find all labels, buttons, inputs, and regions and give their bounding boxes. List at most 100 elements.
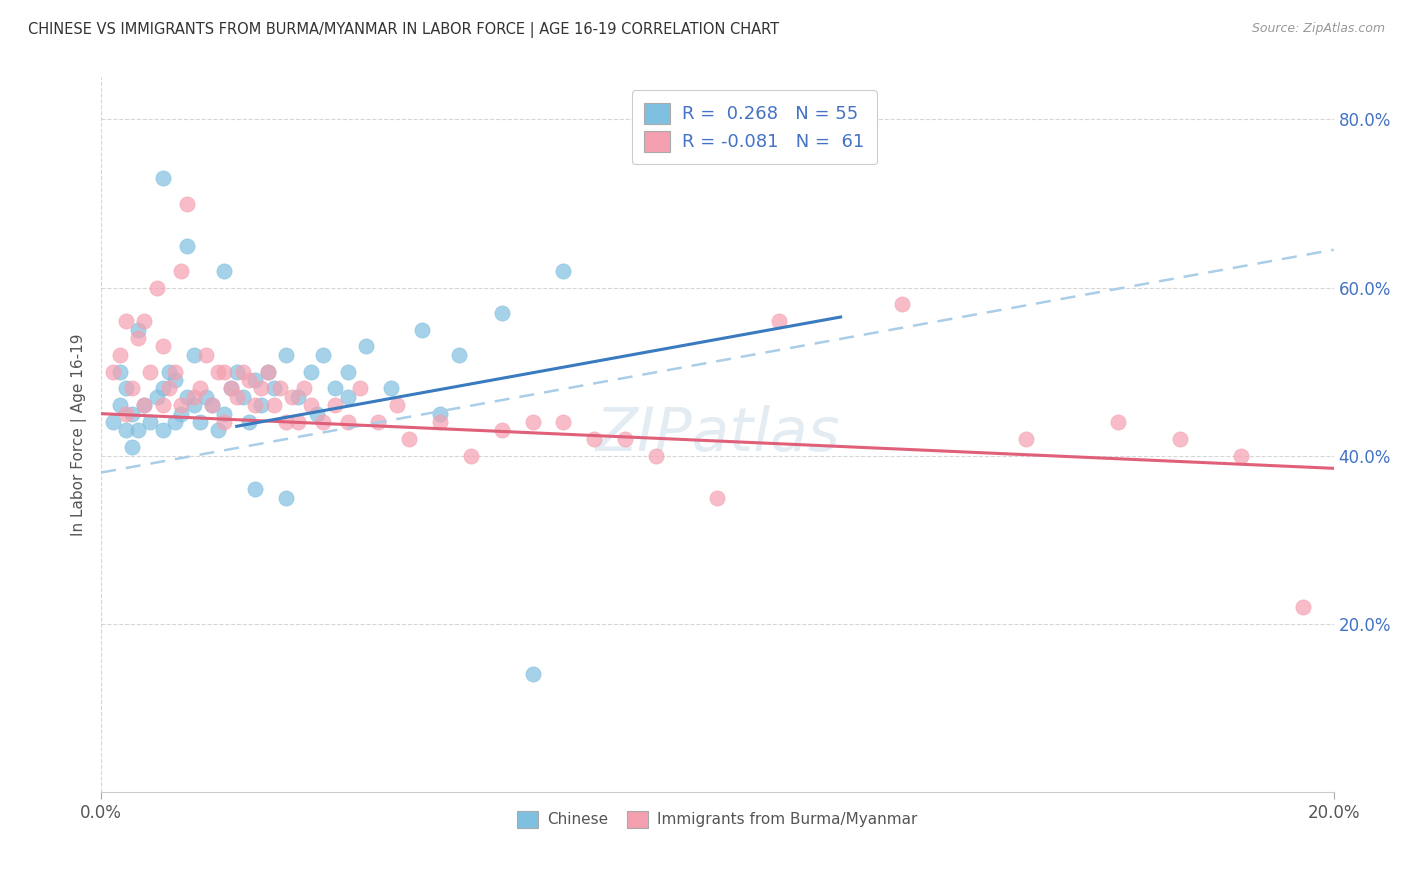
Point [127, 323, 149, 337]
Point [183, 390, 205, 404]
Point [336, 390, 359, 404]
Point [263, 382, 285, 396]
Point [349, 382, 371, 396]
Point [165, 415, 187, 429]
Point [232, 390, 254, 404]
Point [245, 373, 267, 387]
Point [121, 440, 143, 454]
Point [201, 398, 224, 412]
Text: CHINESE VS IMMIGRANTS FROM BURMA/MYANMAR IN LABOR FORCE | AGE 16-19 CORRELATION : CHINESE VS IMMIGRANTS FROM BURMA/MYANMAR… [28, 22, 779, 38]
Point [238, 373, 260, 387]
Point [613, 432, 636, 446]
Point [225, 365, 247, 379]
Point [152, 424, 174, 438]
Point [145, 390, 167, 404]
Point [214, 407, 236, 421]
Point [145, 280, 167, 294]
Point [312, 348, 335, 362]
Point [103, 365, 125, 379]
Point [176, 238, 198, 252]
Point [323, 382, 346, 396]
Point [207, 424, 229, 438]
Point [287, 390, 309, 404]
Point [152, 398, 174, 412]
Point [114, 314, 136, 328]
Point [219, 382, 242, 396]
Point [706, 491, 728, 505]
Point [219, 382, 242, 396]
Point [323, 398, 346, 412]
Point [188, 382, 211, 396]
Point [429, 407, 451, 421]
Point [170, 398, 193, 412]
Point [214, 264, 236, 278]
Point [165, 365, 187, 379]
Point [170, 407, 193, 421]
Point [121, 382, 143, 396]
Point [108, 348, 131, 362]
Point [114, 424, 136, 438]
Text: Source: ZipAtlas.com: Source: ZipAtlas.com [1251, 22, 1385, 36]
Point [429, 415, 451, 429]
Point [1014, 432, 1036, 446]
Point [269, 382, 291, 396]
Point [263, 398, 285, 412]
Point [281, 390, 304, 404]
Point [447, 348, 470, 362]
Point [134, 314, 156, 328]
Point [1168, 432, 1191, 446]
Point [245, 398, 267, 412]
Point [170, 264, 193, 278]
Point [644, 449, 666, 463]
Point [367, 415, 389, 429]
Point [127, 424, 149, 438]
Point [336, 365, 359, 379]
Point [256, 365, 278, 379]
Point [553, 264, 575, 278]
Point [139, 365, 162, 379]
Point [103, 415, 125, 429]
Point [188, 415, 211, 429]
Point [238, 415, 260, 429]
Point [114, 382, 136, 396]
Point [183, 348, 205, 362]
Point [274, 415, 297, 429]
Point [583, 432, 606, 446]
Point [312, 415, 335, 429]
Point [354, 339, 377, 353]
Point [245, 483, 267, 497]
Point [411, 323, 433, 337]
Point [274, 348, 297, 362]
Point [305, 407, 328, 421]
Point [1292, 600, 1315, 615]
Point [152, 339, 174, 353]
Point [176, 390, 198, 404]
Point [522, 667, 544, 681]
Point [768, 314, 790, 328]
Point [194, 348, 217, 362]
Point [299, 365, 322, 379]
Point [108, 398, 131, 412]
Point [176, 196, 198, 211]
Point [491, 306, 513, 320]
Point [232, 365, 254, 379]
Point [385, 398, 408, 412]
Point [256, 365, 278, 379]
Point [299, 398, 322, 412]
Point [152, 171, 174, 186]
Point [183, 398, 205, 412]
Point [139, 415, 162, 429]
Point [250, 398, 273, 412]
Point [398, 432, 420, 446]
Point [891, 297, 914, 311]
Point [460, 449, 482, 463]
Point [127, 331, 149, 345]
Y-axis label: In Labor Force | Age 16-19: In Labor Force | Age 16-19 [72, 334, 87, 536]
Point [121, 407, 143, 421]
Point [207, 365, 229, 379]
Point [491, 424, 513, 438]
Point [380, 382, 402, 396]
Point [201, 398, 224, 412]
Point [214, 365, 236, 379]
Point [522, 415, 544, 429]
